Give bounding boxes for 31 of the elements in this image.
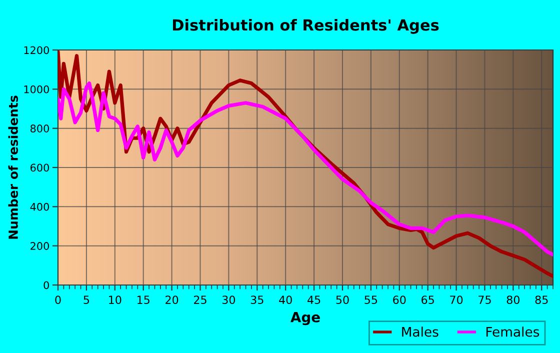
y-tick-label: 200 — [30, 242, 49, 250]
x-tick-label: 20 — [166, 296, 178, 304]
x-tick-label: 70 — [450, 296, 463, 304]
x-tick-label: 0 — [55, 296, 61, 304]
y-tick-label: 1200 — [24, 46, 49, 54]
y-tick-label: 1000 — [24, 85, 49, 94]
x-tick-label: 60 — [393, 296, 406, 304]
chart-title: Distribution of Residents' Ages — [172, 18, 439, 34]
x-tick-label: 55 — [364, 296, 378, 304]
x-tick-label: 10 — [109, 296, 122, 304]
legend-label: Males — [402, 326, 438, 337]
y-tick-label: 800 — [30, 124, 49, 132]
x-tick-label: 45 — [308, 296, 320, 304]
x-tick-label: 50 — [336, 296, 349, 304]
x-tick-label: 30 — [222, 296, 236, 304]
line-series — [58, 81, 553, 256]
x-tick-label: 85 — [535, 296, 548, 304]
legend-label: Females — [486, 326, 540, 337]
y-tick-label: 400 — [30, 202, 49, 211]
x-tick-label: 25 — [194, 296, 206, 304]
y-tick-label: 600 — [30, 164, 49, 172]
x-tick-label: 15 — [137, 296, 150, 304]
y-axis-title: Number of residents — [8, 96, 18, 239]
x-tick-label: 75 — [478, 296, 491, 304]
x-axis-title: Age — [290, 312, 320, 326]
x-tick-label: 40 — [279, 296, 292, 304]
y-tick-label: 0 — [44, 281, 49, 290]
x-tick-label: 5 — [84, 296, 90, 304]
x-tick-label: 80 — [506, 296, 520, 304]
x-tick-label: 35 — [250, 296, 264, 304]
x-tick-label: 65 — [422, 296, 434, 304]
